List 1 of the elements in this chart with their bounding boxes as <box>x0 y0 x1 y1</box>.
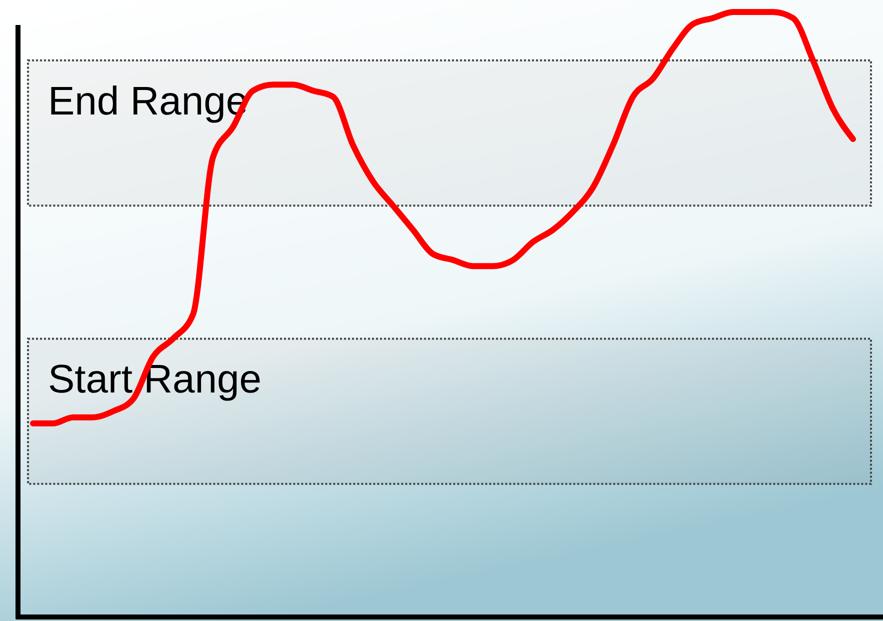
band-label: Start Range <box>48 358 262 402</box>
